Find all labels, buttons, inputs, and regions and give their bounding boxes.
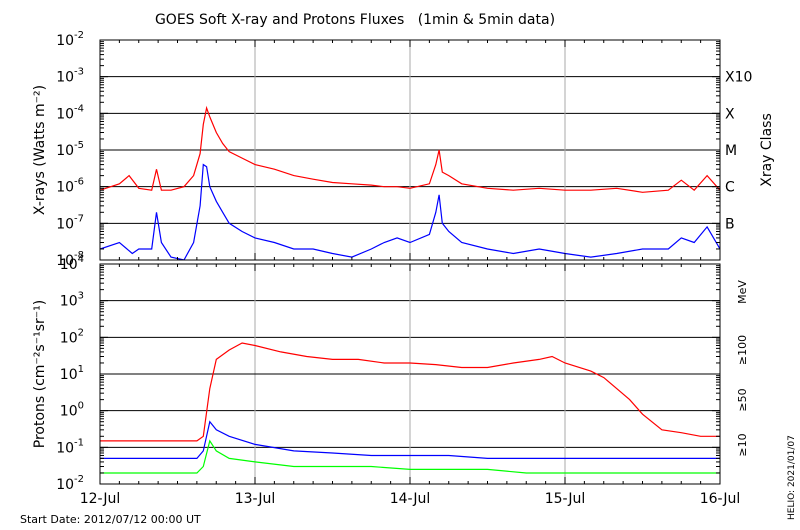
proton-series-line-2 xyxy=(100,439,720,474)
proton-y-tick-exponent: 3 xyxy=(78,291,84,302)
proton-series-line-0 xyxy=(100,342,720,442)
xray-class-axis-label: Xray Class xyxy=(759,113,775,187)
xray-y-tick-label: 10-7 xyxy=(56,213,84,232)
x-tick-label: 13-Jul xyxy=(235,491,276,507)
xray-y-tick-exponent: -2 xyxy=(74,30,84,41)
proton-y-tick-label: 10-1 xyxy=(56,437,84,456)
x-tick-label: 12-Jul xyxy=(80,491,121,507)
proton-y-tick-exponent: 4 xyxy=(78,254,84,265)
xray-class-label-c: C xyxy=(725,180,735,196)
legend-entry: ≥10 xyxy=(736,433,749,456)
chart-title: GOES Soft X-ray and Protons Fluxes (1min… xyxy=(155,12,555,28)
xray-y-tick-exponent: -6 xyxy=(74,177,84,188)
proton-panel: 1 0 -2 10-1 100 101 102 103 104 12-Jul 13-Jul 14-J… xyxy=(32,254,749,507)
proton-y-tick-label: 100 xyxy=(60,401,84,420)
helio-credit: HELIO: 2021/01/07 xyxy=(787,435,797,520)
proton-y-tick-exponent: 2 xyxy=(78,327,84,338)
proton-y-tick-exponent: 0 xyxy=(78,401,84,412)
xray-y-tick-exponent: -3 xyxy=(74,67,84,78)
x-tick-label: 14-Jul xyxy=(390,491,431,507)
proton-y-tick-label: 103 xyxy=(60,291,84,310)
proton-series-line-1 xyxy=(100,420,720,459)
xray-y-axis-label: X-rays (Watts m⁻²) xyxy=(32,85,48,215)
xray-class-label-b: B xyxy=(725,216,735,232)
proton-y-tick-exponent: 1 xyxy=(78,364,84,375)
xray-y-tick-label: 10-2 xyxy=(56,30,84,49)
proton-y-axis-label: Protons (cm⁻²s⁻¹sr⁻¹) xyxy=(32,300,48,449)
xray-y-tick-label: 10-3 xyxy=(56,67,84,86)
proton-energy-legend: ≥10 ≥50 ≥100 xyxy=(736,335,749,457)
xray-y-tick-label: 10-4 xyxy=(56,103,84,122)
xray-y-tick-exponent: -4 xyxy=(74,103,84,114)
x-tick-label: 16-Jul xyxy=(700,491,741,507)
proton-series-group xyxy=(100,342,720,474)
xray-grid xyxy=(100,40,720,260)
xray-series-line-0 xyxy=(100,105,720,193)
legend-entry: ≥100 xyxy=(736,335,749,365)
xray-class-label-x: X xyxy=(725,106,735,122)
proton-y-tick-exponent: -1 xyxy=(74,437,84,448)
xray-class-labels: B C M X X10 xyxy=(725,70,752,233)
proton-y-tick-label: 101 xyxy=(60,364,84,383)
start-date-label: Start Date: 2012/07/12 00:00 UT xyxy=(20,513,201,526)
proton-y-tick-exponent: -2 xyxy=(74,474,84,485)
x-tick-label: 15-Jul xyxy=(545,491,586,507)
proton-y-tick-label: 102 xyxy=(60,327,84,346)
proton-mev-label: MeV xyxy=(736,280,749,304)
xray-y-tick-exponent: -5 xyxy=(74,140,84,151)
proton-series xyxy=(100,342,720,474)
xray-y-tick-label: 10-6 xyxy=(56,177,84,196)
proton-x-ticks: 12-Jul 13-Jul 14-Jul 15-Jul 16-Jul xyxy=(80,491,741,507)
xray-class-label-m: M xyxy=(725,143,737,159)
xray-y-tick-label: 10-5 xyxy=(56,140,84,159)
xray-y-tick-exponent: -8 xyxy=(74,250,84,261)
xray-y-tick-exponent: -7 xyxy=(74,213,84,224)
xray-class-label-x10: X10 xyxy=(725,70,752,86)
proton-y-tick-label: 104 xyxy=(60,254,84,273)
legend-entry: ≥50 xyxy=(736,388,749,411)
